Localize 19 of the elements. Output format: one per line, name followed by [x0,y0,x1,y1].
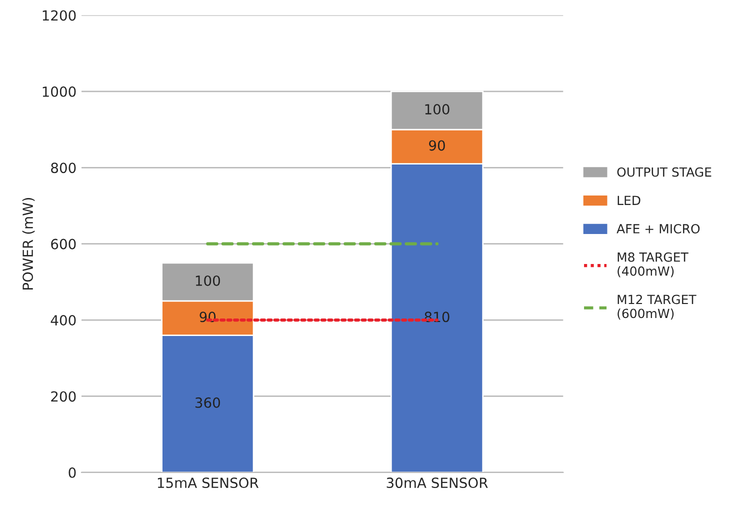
y-tick-label: 600 [51,238,76,250]
legend-label: M12 TARGET (600mW) [618,294,696,320]
legend-label: OUTPUT STAGE [617,167,712,177]
y-tick-label: 800 [51,162,76,174]
legend-label: LED [618,196,640,205]
y-tick-label: 1200 [42,10,76,21]
y-tick-label: 1000 [42,86,76,97]
x-tick-label: 15mA SENSOR [158,478,259,488]
x-tick-label: 30mA SENSOR [386,478,488,488]
data-label: 100 [425,104,450,115]
data-label: 90 [429,140,445,151]
y-tick-label: 400 [50,315,76,326]
legend-label: AFE + MICRO [616,224,700,234]
data-label: 100 [196,275,220,286]
legend-label: M8 TARGET (400mW) [618,252,688,278]
y-tick-label: 0 [68,467,76,478]
data-label: 360 [195,397,220,408]
y-tick-label: 200 [51,391,76,402]
y-axis-title: POWER (mW) [22,198,35,290]
